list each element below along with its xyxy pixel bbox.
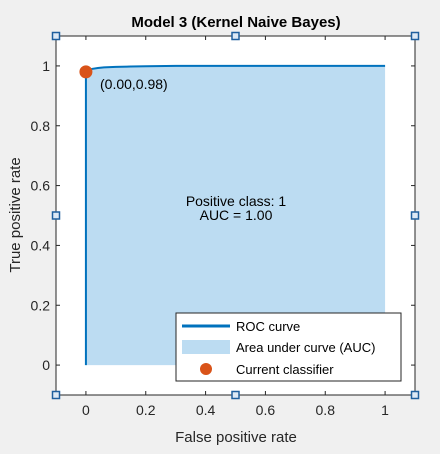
x-tick-label: 0.6 [256, 402, 276, 418]
positive-class-text: Positive class: 1 [186, 193, 287, 209]
y-tick-label: 0.4 [31, 237, 51, 253]
roc-line-layer [84, 64, 386, 366]
legend[interactable]: ROC curve Area under curve (AUC) Current… [175, 312, 402, 382]
resize-handle[interactable] [410, 31, 420, 41]
x-tick-label: 0.8 [316, 402, 336, 418]
auc-text: AUC = 1.00 [200, 207, 273, 223]
resize-handle[interactable] [410, 390, 420, 400]
x-tick-label: 0.4 [196, 402, 216, 418]
classifier-point-layer [79, 65, 93, 79]
chart-title: Model 3 (Kernel Naive Bayes) [131, 14, 340, 31]
resize-handle[interactable] [51, 390, 61, 400]
x-tick-label: 0 [82, 402, 90, 418]
legend-classifier-label: Current classifier [236, 362, 334, 377]
x-tick-label: 1 [381, 402, 389, 418]
resize-handle[interactable] [410, 211, 420, 220]
legend-roc-label: ROC curve [236, 319, 300, 334]
legend-auc-swatch [182, 340, 230, 354]
y-tick-label: 0.2 [31, 297, 51, 313]
resize-handle[interactable] [51, 31, 61, 41]
auc-area [85, 65, 386, 366]
resize-handles[interactable] [51, 31, 420, 400]
y-axis-label: True positive rate [7, 157, 24, 272]
x-tick-label: 0.2 [136, 402, 156, 418]
resize-handle[interactable] [231, 31, 240, 41]
resize-handle[interactable] [51, 211, 61, 220]
auc-area-layer [85, 65, 386, 366]
point-annotation: (0.00,0.98) [100, 76, 168, 92]
roc-curve-line [84, 64, 386, 366]
y-tick-label: 1 [42, 58, 50, 74]
y-tick-label: 0.6 [31, 178, 51, 194]
legend-auc-label: Area under curve (AUC) [236, 340, 375, 355]
y-tick-label: 0.8 [31, 118, 51, 134]
current-classifier-point [79, 65, 93, 79]
y-tick-label: 0 [42, 357, 50, 373]
tick-layer: 0 0.2 0.4 0.6 0.8 1 0 0.2 0.4 0.6 0.8 1 [31, 36, 415, 418]
resize-handle[interactable] [231, 390, 240, 400]
x-axis-label: False positive rate [175, 429, 297, 446]
legend-classifier-swatch [200, 363, 212, 375]
